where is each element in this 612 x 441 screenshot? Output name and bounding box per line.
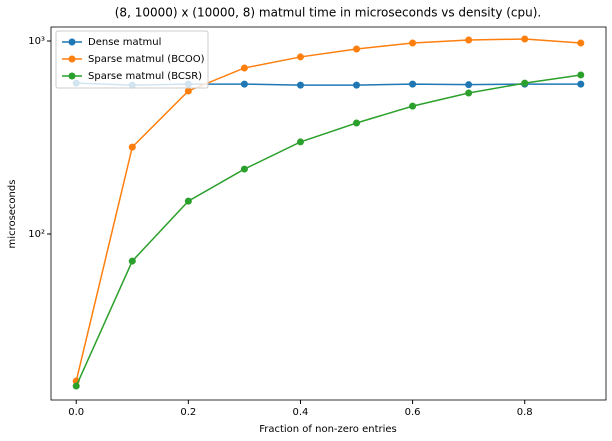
x-tick-label: 0.6 [405,407,421,418]
plot-frame [50,26,607,401]
x-axis-label: Fraction of non-zero entries [259,424,397,435]
legend-marker [68,55,76,63]
data-point [409,39,417,47]
x-tick-label: 0.0 [68,407,84,418]
data-point [521,79,529,87]
data-point [184,87,192,95]
data-point [465,81,473,89]
legend-marker [68,72,76,80]
data-point [521,35,529,43]
legend-label: Sparse matmul (BCSR) [88,71,202,82]
y-tick-label: 10² [28,229,45,240]
data-point [465,36,473,44]
data-point [465,89,473,97]
data-point [128,143,136,151]
data-point [409,102,417,110]
data-point [240,80,248,88]
data-point [296,53,304,61]
data-point [128,257,136,265]
series-line [75,74,581,387]
data-point [184,197,192,205]
data-point [240,64,248,72]
y-tick-label: 10³ [28,36,45,47]
legend-box [55,30,209,89]
data-point [577,71,585,79]
data-point [296,81,304,89]
data-point [353,119,361,127]
data-point [409,80,417,88]
x-tick-label: 0.4 [293,407,309,418]
data-point [72,382,80,390]
x-tick-label: 0.8 [517,407,533,418]
data-point [577,39,585,47]
data-point [240,165,248,173]
data-point [353,81,361,89]
legend-label: Sparse matmul (BCOO) [88,54,205,65]
data-point [577,80,585,88]
chart-title: (8, 10000) x (10000, 8) matmul time in m… [115,6,542,20]
data-point [353,45,361,53]
legend-label: Dense matmul [88,37,161,48]
y-axis-label: microseconds [7,180,18,249]
data-point [296,138,304,146]
x-tick-label: 0.2 [180,407,196,418]
legend-marker [68,38,76,46]
series-line [75,38,581,382]
